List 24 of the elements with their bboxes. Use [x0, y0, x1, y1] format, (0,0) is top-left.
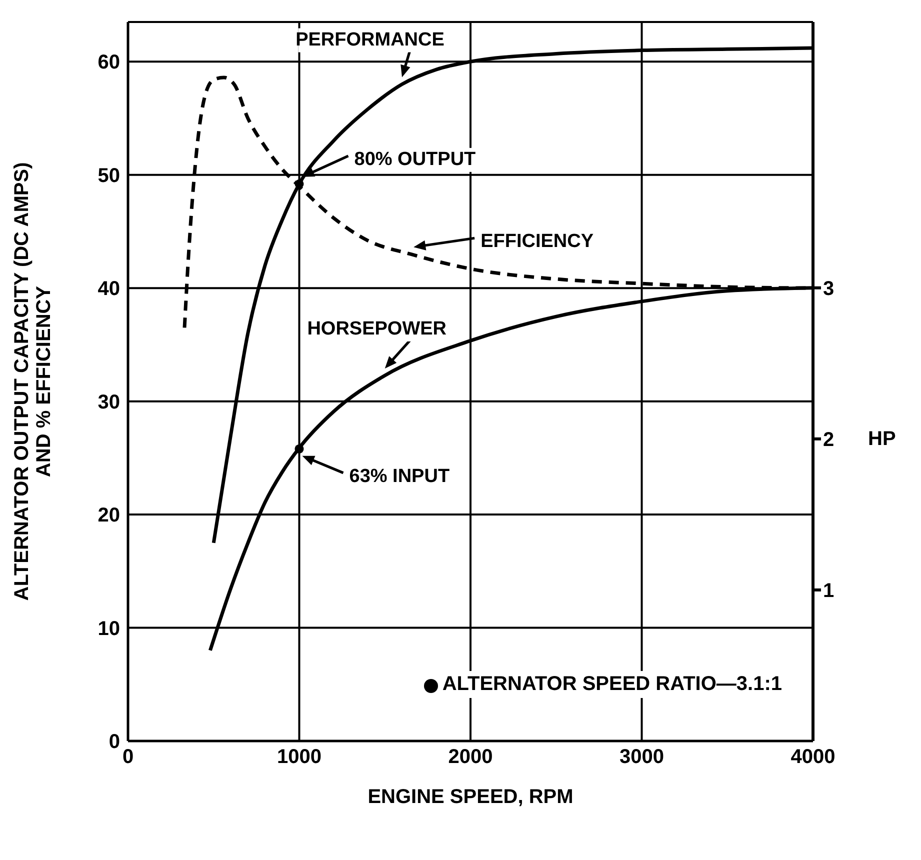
x-tick-label: 1000	[277, 746, 322, 768]
y2-axis-title: HP	[868, 428, 896, 450]
series-label: PERFORMANCE	[296, 29, 444, 50]
y-tick-label: 60	[98, 52, 120, 74]
series-label: HORSEPOWER	[307, 318, 447, 340]
y-tick-label: 30	[98, 391, 120, 414]
legend-label: ALTERNATOR SPEED RATIO—3.1:1	[442, 673, 782, 695]
x-tick-label: 0	[122, 746, 134, 768]
y-tick-label: 10	[98, 618, 120, 640]
annotation: 63% INPUT	[349, 466, 450, 487]
y-tick-label: 20	[98, 504, 120, 527]
y-axis-title: ALTERNATOR OUTPUT CAPACITY (DC AMPS) AND % EFFICIENCY	[11, 162, 55, 601]
y-tick-label: 40	[98, 278, 120, 300]
annotation: 80% OUTPUT	[354, 148, 476, 170]
x-tick-label: 4000	[790, 746, 836, 768]
x-tick-label: 2000	[448, 746, 493, 768]
legend-label: EFFICIENCY	[480, 231, 594, 252]
x-tick-label: 3000	[620, 746, 664, 768]
y-tick-label: 0	[108, 731, 120, 754]
x-axis-title: ENGINE SPEED, RPM	[368, 786, 574, 808]
y2-tick-label: 1	[823, 580, 834, 602]
y-tick-label: 50	[98, 164, 120, 187]
y2-tick-label: 2	[823, 429, 834, 451]
y2-tick-label: 3	[823, 278, 834, 300]
